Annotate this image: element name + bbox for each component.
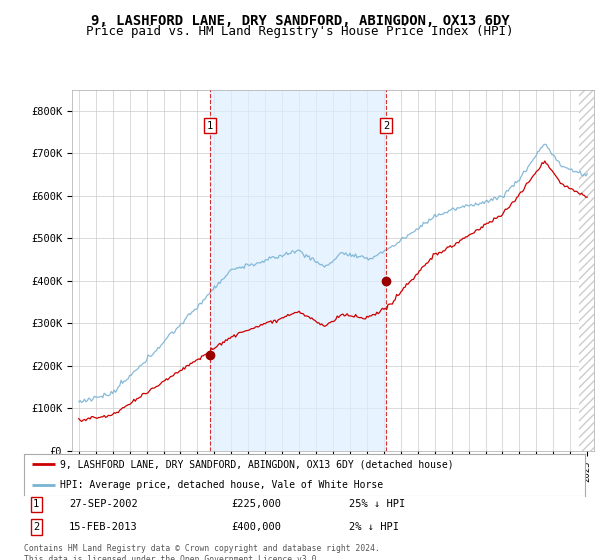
Text: 2: 2 (383, 121, 389, 130)
Text: 1: 1 (33, 500, 40, 510)
Text: 25% ↓ HPI: 25% ↓ HPI (349, 500, 406, 510)
Text: 1: 1 (207, 121, 213, 130)
Text: 2: 2 (33, 522, 40, 532)
Text: 2% ↓ HPI: 2% ↓ HPI (349, 522, 400, 532)
Bar (579, 90, 594, 451)
Text: HPI: Average price, detached house, Vale of White Horse: HPI: Average price, detached house, Vale… (61, 480, 383, 490)
Text: 9, LASHFORD LANE, DRY SANDFORD, ABINGDON, OX13 6DY: 9, LASHFORD LANE, DRY SANDFORD, ABINGDON… (91, 14, 509, 28)
Text: Price paid vs. HM Land Registry's House Price Index (HPI): Price paid vs. HM Land Registry's House … (86, 25, 514, 38)
Text: £400,000: £400,000 (232, 522, 281, 532)
Text: Contains HM Land Registry data © Crown copyright and database right 2024.
This d: Contains HM Land Registry data © Crown c… (24, 544, 380, 560)
Text: £225,000: £225,000 (232, 500, 281, 510)
Text: 27-SEP-2002: 27-SEP-2002 (69, 500, 137, 510)
Text: 9, LASHFORD LANE, DRY SANDFORD, ABINGDON, OX13 6DY (detached house): 9, LASHFORD LANE, DRY SANDFORD, ABINGDON… (61, 459, 454, 469)
Text: 15-FEB-2013: 15-FEB-2013 (69, 522, 137, 532)
Bar (210, 90, 386, 451)
